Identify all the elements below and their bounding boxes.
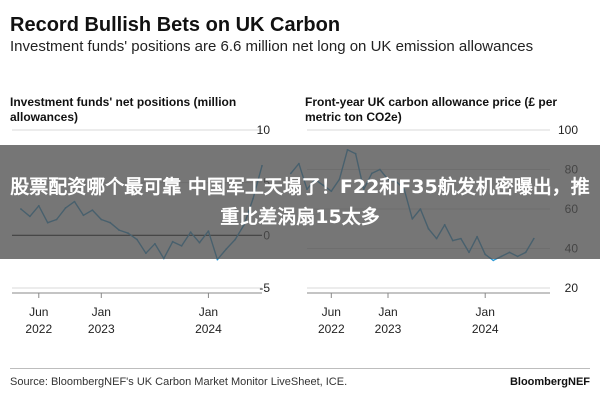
- y-tick-label: 100: [558, 123, 578, 137]
- x-tick-label: 2022: [318, 322, 345, 336]
- x-tick-label: 2024: [195, 322, 222, 336]
- footer-divider: [10, 368, 590, 369]
- chart-title: Record Bullish Bets on UK Carbon: [10, 14, 341, 36]
- data-point: [492, 259, 495, 262]
- data-point: [216, 258, 219, 261]
- x-tick-label: Jan: [476, 305, 495, 319]
- x-tick-label: 2022: [25, 322, 52, 336]
- x-tick-label: Jan: [199, 305, 218, 319]
- left-chart-title: Investment funds' net positions (million…: [10, 95, 237, 124]
- x-tick-label: Jan: [92, 305, 111, 319]
- y-tick-label: -5: [259, 281, 270, 295]
- x-tick-label: Jun: [29, 305, 48, 319]
- x-tick-label: 2023: [88, 322, 115, 336]
- overlay-banner: 股票配资哪个最可靠 中国军工天塌了！F22和F35航发机密曝出，推重比差涡扇15…: [0, 145, 600, 259]
- y-tick-label: 20: [565, 281, 579, 295]
- x-tick-label: 2024: [472, 322, 499, 336]
- source-note: Source: BloombergNEF's UK Carbon Market …: [10, 376, 348, 388]
- chart-subtitle: Investment funds' positions are 6.6 mill…: [10, 38, 534, 55]
- x-tick-label: 2023: [375, 322, 402, 336]
- y-tick-label: 10: [257, 123, 271, 137]
- overlay-banner-text: 股票配资哪个最可靠 中国军工天塌了！F22和F35航发机密曝出，推重比差涡扇15…: [10, 176, 590, 228]
- brand-logo: BloombergNEF: [509, 376, 590, 388]
- x-tick-label: Jun: [322, 305, 341, 319]
- right-chart-title: Front-year UK carbon allowance price (£ …: [305, 95, 558, 124]
- x-tick-label: Jan: [378, 305, 397, 319]
